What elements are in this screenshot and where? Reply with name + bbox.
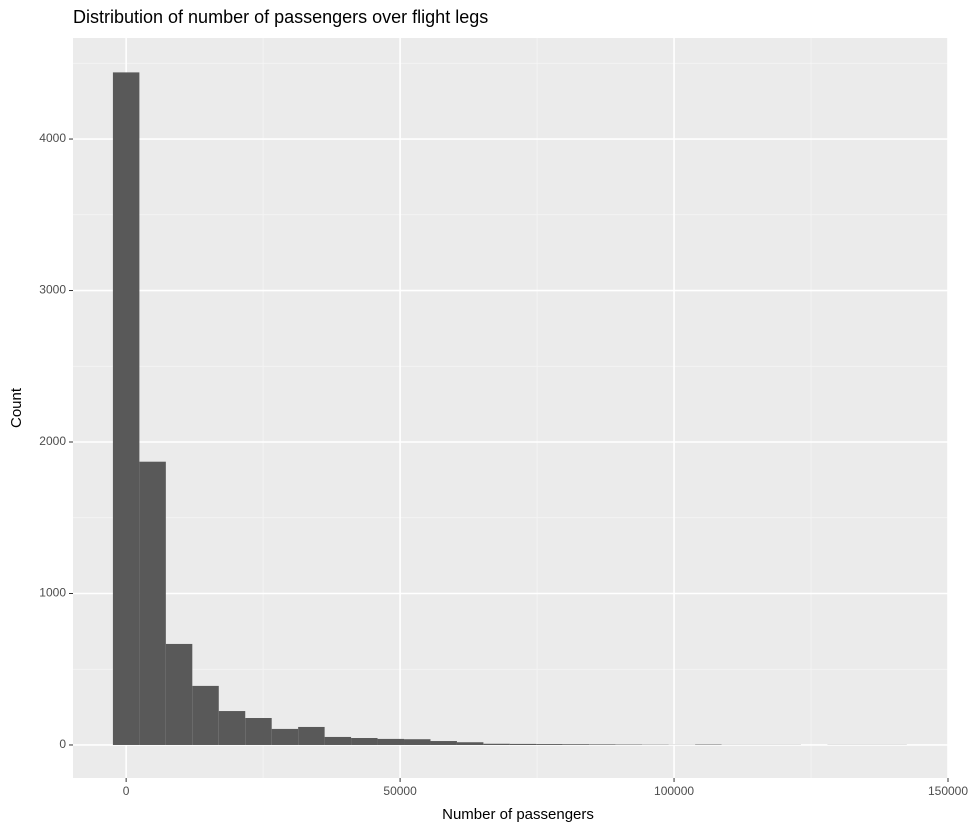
panel-background bbox=[73, 38, 948, 778]
x-tick-label: 100000 bbox=[654, 784, 694, 798]
x-axis-label: Number of passengers bbox=[442, 806, 594, 823]
y-axis-label: Count bbox=[8, 387, 25, 428]
bar bbox=[245, 718, 272, 745]
bar bbox=[536, 744, 563, 745]
bar bbox=[509, 743, 537, 745]
y-tick-label: 3000 bbox=[39, 283, 66, 297]
bar bbox=[430, 741, 457, 745]
bar bbox=[192, 685, 219, 745]
bar bbox=[456, 742, 484, 745]
x-tick-label: 50000 bbox=[383, 784, 417, 798]
y-tick-label: 0 bbox=[59, 737, 66, 751]
x-tick-label: 150000 bbox=[928, 784, 968, 798]
bar bbox=[218, 711, 246, 745]
bar bbox=[377, 738, 405, 745]
y-tick-label: 4000 bbox=[39, 131, 66, 145]
bar bbox=[165, 643, 193, 745]
chart-title: Distribution of number of passengers ove… bbox=[73, 7, 488, 27]
bar bbox=[589, 744, 616, 745]
bar bbox=[483, 743, 510, 745]
bar bbox=[112, 72, 140, 745]
bar bbox=[562, 744, 590, 745]
bar bbox=[351, 738, 378, 745]
x-tick-label: 0 bbox=[123, 784, 130, 798]
bar bbox=[298, 726, 325, 745]
y-tick-label: 1000 bbox=[39, 586, 66, 600]
y-tick-label: 2000 bbox=[39, 434, 66, 448]
bar bbox=[324, 736, 352, 745]
bar bbox=[404, 739, 431, 745]
bar bbox=[271, 728, 299, 745]
bar bbox=[139, 461, 166, 745]
